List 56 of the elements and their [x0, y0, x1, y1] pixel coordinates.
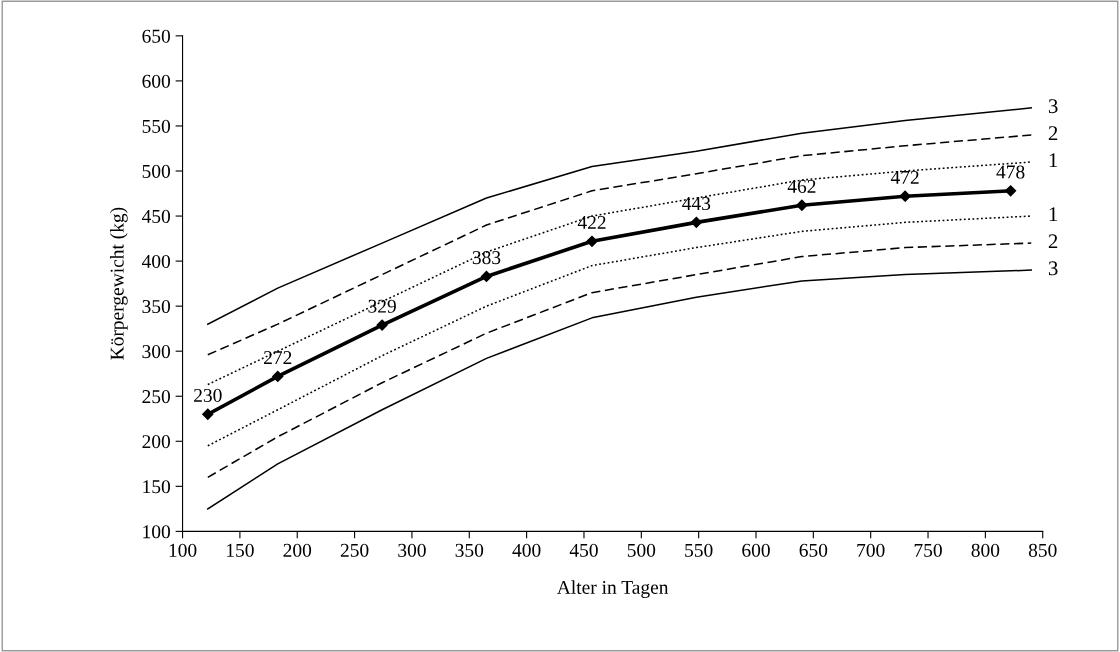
x-tick-label: 600 — [742, 543, 770, 557]
point — [272, 370, 284, 383]
y-tick-label: 250 — [142, 390, 171, 404]
x-tick-label: 800 — [971, 543, 1000, 557]
y-tick-label: 200 — [142, 435, 171, 449]
data-label: 272 — [264, 351, 292, 364]
series-label: 1 — [1049, 207, 1058, 222]
data-label: 443 — [682, 197, 711, 211]
y-tick-label: 600 — [142, 74, 171, 88]
x-tick-label: 450 — [569, 543, 598, 557]
x-tick-label: 700 — [857, 543, 885, 557]
data-label: 478 — [996, 165, 1025, 179]
x-tick-label: 200 — [283, 543, 312, 557]
point — [586, 235, 598, 247]
point — [796, 199, 808, 211]
data-label: 472 — [890, 170, 919, 184]
y-tick-label: 300 — [142, 345, 171, 359]
x-tick-label: 250 — [340, 543, 369, 557]
x-tick-label: 750 — [914, 543, 942, 557]
y-tick-label: 400 — [141, 254, 171, 269]
series-label: 2 — [1048, 234, 1058, 249]
y-tick-label: 150 — [143, 480, 171, 494]
series-label: 3 — [1048, 261, 1058, 276]
data-label: 462 — [787, 179, 816, 193]
y-tick-label: 350 — [142, 299, 171, 314]
y-tick-label: 450 — [141, 209, 171, 223]
y-tick-label: 100 — [143, 525, 171, 539]
x-tick-label: 350 — [455, 543, 484, 557]
y-axis-title: Körpergewicht (kg) — [110, 207, 128, 360]
x-tick-label: 500 — [627, 543, 656, 557]
point — [376, 319, 388, 331]
line-series — [207, 161, 1033, 386]
series-label: 2 — [1048, 126, 1058, 140]
point — [1005, 185, 1017, 197]
series-label: 1 — [1049, 153, 1058, 167]
x-tick-label: 100 — [169, 543, 197, 557]
series-label: 3 — [1048, 99, 1058, 114]
x-tick-label: 300 — [398, 543, 426, 557]
point — [690, 216, 702, 228]
x-tick-label: 850 — [1028, 543, 1057, 557]
data-label: 230 — [194, 388, 222, 402]
y-tick-label: 550 — [142, 119, 171, 133]
point — [480, 270, 493, 283]
x-tick-label: 650 — [799, 543, 828, 557]
y-tick-label: 500 — [142, 164, 171, 178]
data-label: 422 — [577, 215, 606, 229]
data-label: 383 — [472, 251, 501, 265]
x-tick-label: 150 — [227, 543, 254, 557]
point — [899, 190, 911, 202]
x-axis-title: Alter in Tagen — [556, 580, 669, 598]
y-tick-label: 650 — [142, 29, 171, 43]
data-label: 329 — [368, 299, 396, 313]
x-tick-label: 400 — [512, 543, 541, 557]
x-tick-label: 550 — [685, 543, 713, 557]
point — [202, 408, 214, 420]
line-series — [207, 107, 1033, 325]
